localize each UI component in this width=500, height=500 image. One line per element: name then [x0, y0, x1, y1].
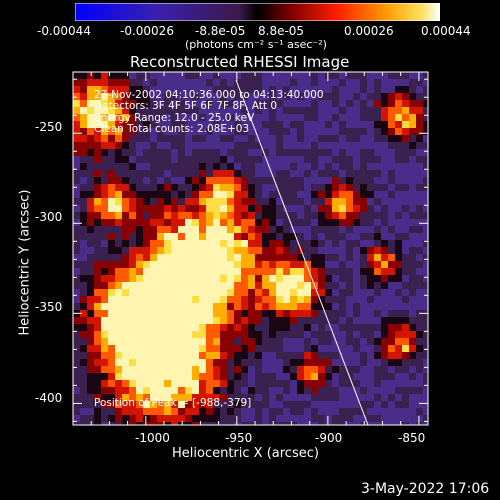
- y-axis-label: Heliocentric Y (arcsec): [17, 189, 33, 336]
- x-axis-label: Heliocentric X (arcsec): [172, 446, 319, 461]
- colorbar-tick-1: -0.00044: [37, 24, 91, 38]
- x-tick-label-3: -900: [315, 431, 343, 445]
- peak-position-label: Position of Peak = [-988,-379]: [94, 397, 252, 409]
- rhessi-image: [73, 72, 428, 425]
- plot-frame: [72, 71, 429, 426]
- y-axis-ticks: [73, 78, 428, 422]
- x-axis-ticks: [72, 72, 420, 425]
- energy-range-label: Energy Range: 12.0 - 25.0 keV: [94, 112, 255, 124]
- plot-date: 3-May-2022 17:06: [361, 481, 490, 497]
- color-scale-bar: [75, 3, 440, 21]
- x-tick-label-2: -950: [225, 431, 253, 445]
- colorbar-tick-6: 0.00044: [421, 24, 471, 38]
- colorbar-tick-2: -0.00026: [120, 24, 174, 38]
- solar-limb-line: [235, 79, 369, 426]
- detectors-label: Detectors: 3F 4F 5F 6F 7F 8F, Att 0: [94, 100, 278, 112]
- time-range-label: 27-Nov-2002 04:10:36.000 to 04:13:40.000: [94, 89, 324, 101]
- y-tick-label-1: -250: [35, 120, 63, 134]
- x-tick-label-4: -850: [398, 431, 426, 445]
- y-tick-label-3: -350: [35, 300, 63, 314]
- clean-counts-label: Clean Total counts: 2.08E+03: [94, 123, 250, 135]
- y-tick-label-4: -400: [35, 391, 63, 405]
- colorbar-tick-4: 8.8e-05: [258, 24, 305, 38]
- plot-title: Reconstructed RHESSI Image: [130, 53, 350, 71]
- y-tick-label-2: -300: [35, 210, 63, 224]
- colorbar-tick-3: -8.8e-05: [195, 24, 246, 38]
- colorbar-unit-label: (photons cm⁻² s⁻¹ asec⁻²): [185, 38, 327, 51]
- colorbar-tick-5: 0.00026: [344, 24, 394, 38]
- x-tick-label-1: -1000: [135, 431, 170, 445]
